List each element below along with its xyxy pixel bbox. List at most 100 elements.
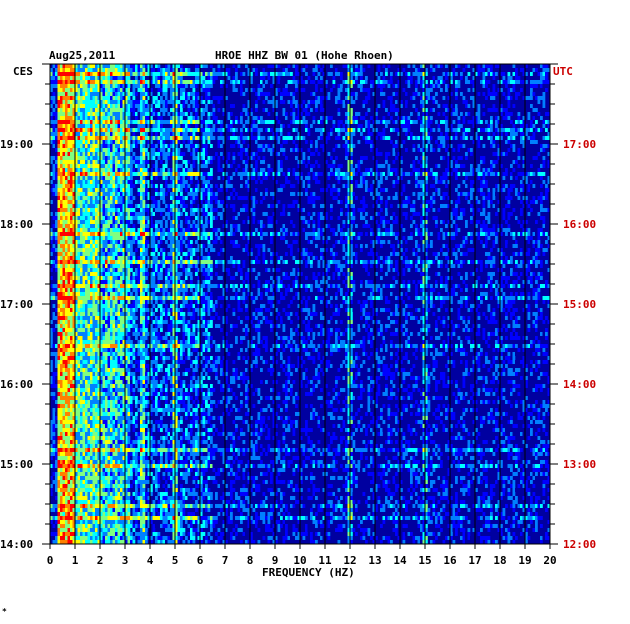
spectrogram-cell — [105, 168, 108, 172]
spectrogram-cell — [532, 80, 536, 84]
spectrogram-cell — [410, 172, 413, 176]
spectrogram-cell — [90, 220, 93, 224]
spectrogram-cell — [282, 200, 286, 204]
spectrogram-cell — [127, 124, 131, 128]
spectrogram-cell — [72, 76, 76, 80]
spectrogram-cell — [252, 124, 256, 128]
spectrogram-cell — [392, 164, 396, 168]
spectrogram-cell — [375, 192, 378, 196]
spectrogram-cell — [477, 104, 481, 108]
spectrogram-cell — [160, 136, 163, 140]
spectrogram-cell — [162, 128, 166, 132]
spectrogram-cell — [495, 172, 498, 176]
spectrogram-cell — [362, 216, 366, 220]
spectrogram-cell — [102, 180, 106, 184]
spectrogram-cell — [180, 64, 183, 68]
spectrogram-cell — [327, 184, 331, 188]
spectrogram-cell — [245, 148, 248, 152]
spectrogram-cell — [180, 180, 183, 184]
spectrogram-cell — [110, 176, 113, 180]
spectrogram-cell — [137, 204, 141, 208]
spectrogram-cell — [127, 80, 131, 84]
spectrogram-cell — [167, 212, 171, 216]
spectrogram-cell — [255, 188, 258, 192]
spectrogram-cell — [60, 108, 63, 112]
spectrogram-cell — [500, 128, 503, 132]
spectrogram-cell — [532, 116, 536, 120]
spectrogram-cell — [155, 128, 158, 132]
spectrogram-cell — [177, 112, 181, 116]
spectrogram-cell — [510, 180, 513, 184]
spectrogram-cell — [427, 136, 431, 140]
spectrogram-cell — [350, 84, 353, 88]
spectrogram-cell — [502, 208, 506, 212]
spectrogram-cell — [125, 208, 128, 212]
spectrogram-cell — [207, 212, 211, 216]
spectrogram-cell — [185, 220, 188, 224]
spectrogram-cell — [307, 156, 311, 160]
spectrogram-cell — [487, 220, 491, 224]
spectrogram-cell — [455, 172, 458, 176]
spectrogram-cell — [547, 188, 551, 192]
spectrogram-cell — [420, 148, 423, 152]
spectrogram-cell — [545, 80, 548, 84]
spectrogram-cell — [170, 80, 173, 84]
spectrogram-cell — [522, 76, 526, 80]
spectrogram-cell — [87, 84, 91, 88]
spectrogram-cell — [437, 188, 441, 192]
spectrogram-cell — [122, 116, 126, 120]
spectrogram-cell — [535, 200, 538, 204]
spectrogram-cell — [352, 172, 356, 176]
spectrogram-cell — [410, 112, 413, 116]
spectrogram-cell — [235, 136, 238, 140]
spectrogram-cell — [392, 128, 396, 132]
spectrogram-cell — [142, 172, 146, 176]
spectrogram-cell — [122, 64, 126, 68]
spectrogram-cell — [122, 80, 126, 84]
spectrogram-cell — [410, 164, 413, 168]
spectrogram-cell — [527, 92, 531, 96]
spectrogram-cell — [180, 68, 183, 72]
spectrogram-cell — [202, 188, 206, 192]
spectrogram-cell — [380, 188, 383, 192]
spectrogram-cell — [245, 88, 248, 92]
spectrogram-cell — [122, 72, 126, 76]
spectrogram-cell — [62, 80, 66, 84]
spectrogram-cell — [135, 80, 138, 84]
spectrogram-cell — [285, 88, 288, 92]
spectrogram-cell — [250, 164, 253, 168]
spectrogram-cell — [442, 112, 446, 116]
spectrogram-cell — [330, 132, 333, 136]
spectrogram-cell — [275, 128, 278, 132]
spectrogram-cell — [180, 144, 183, 148]
spectrogram-cell — [522, 160, 526, 164]
spectrogram-cell — [127, 168, 131, 172]
spectrogram-cell — [422, 120, 426, 124]
spectrogram-cell — [492, 204, 496, 208]
spectrogram-cell — [402, 188, 406, 192]
spectrogram-cell — [347, 172, 351, 176]
spectrogram-cell — [355, 72, 358, 76]
spectrogram-cell — [260, 180, 263, 184]
spectrogram-cell — [105, 196, 108, 200]
spectrogram-cell — [50, 96, 53, 100]
spectrogram-cell — [242, 204, 246, 208]
spectrogram-cell — [295, 128, 298, 132]
spectrogram-cell — [530, 80, 533, 84]
spectrogram-cell — [70, 204, 73, 208]
spectrogram-cell — [520, 68, 523, 72]
spectrogram-cell — [102, 148, 106, 152]
spectrogram-cell — [482, 176, 486, 180]
spectrogram-cell — [177, 224, 181, 228]
spectrogram-cell — [255, 164, 258, 168]
spectrogram-cell — [127, 208, 131, 212]
spectrogram-cell — [130, 172, 133, 176]
spectrogram-cell — [190, 80, 193, 84]
spectrogram-cell — [160, 72, 163, 76]
spectrogram-cell — [475, 72, 478, 76]
spectrogram-cell — [100, 80, 103, 84]
spectrogram-cell — [237, 152, 241, 156]
spectrogram-cell — [157, 140, 161, 144]
spectrogram-cell — [77, 112, 81, 116]
spectrogram-cell — [77, 204, 81, 208]
